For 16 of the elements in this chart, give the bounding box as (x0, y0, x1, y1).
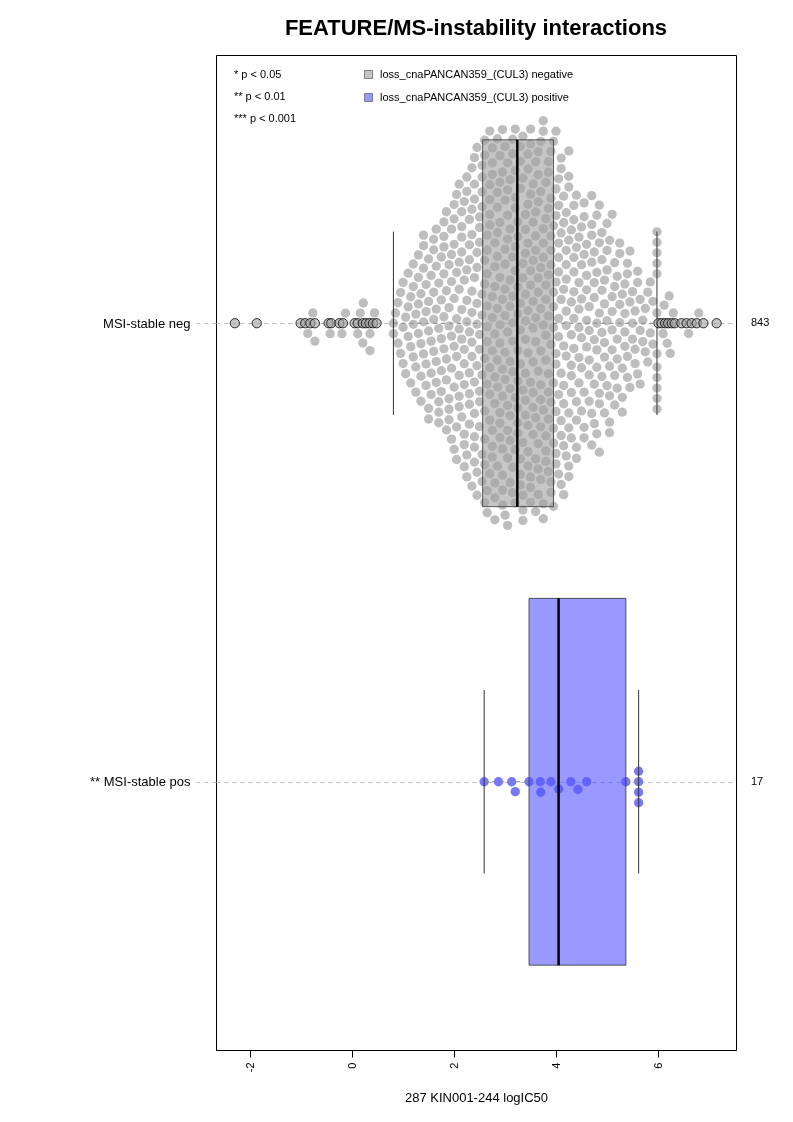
annotation: ** p < 0.01 (234, 90, 286, 102)
x-tick-label: 2 (447, 1062, 460, 1069)
y-tick-label: MSI-stable neg (103, 315, 191, 331)
annotation: *** p < 0.001 (234, 112, 297, 124)
text: 17 (751, 774, 764, 787)
legend-label: loss_cnaPANCAN359_(CUL3) positive (380, 90, 569, 103)
text: 843 (751, 316, 770, 329)
x-tick-label: 4 (549, 1062, 562, 1069)
x-tick-label: 6 (651, 1062, 664, 1069)
x-tick-label: 0 (345, 1062, 358, 1069)
annotation: * p < 0.05 (234, 68, 282, 80)
x-tick-label: -2 (243, 1062, 256, 1073)
chart-title: FEATURE/MS-instability interactions (284, 15, 668, 40)
x-axis-title: 287 KIN001-244 logIC50 (404, 1090, 549, 1106)
y-tick-label: ** MSI-stable pos (90, 774, 191, 790)
legend-label: loss_cnaPANCAN359_(CUL3) negative (380, 67, 574, 80)
